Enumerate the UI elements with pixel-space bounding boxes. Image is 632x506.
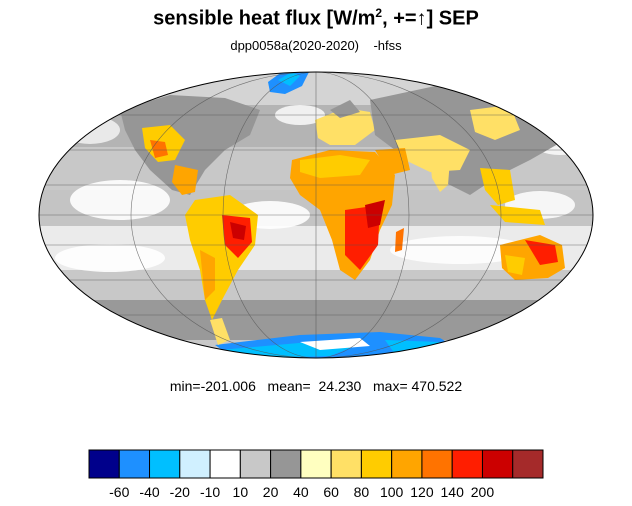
colorbar-swatch (421, 449, 453, 479)
colorbar-swatch (360, 449, 393, 479)
colorbar-swatch (118, 449, 151, 479)
madagascar (395, 228, 404, 252)
colorbar-swatch (451, 449, 483, 479)
colorbar-tick-label: 10 (232, 484, 249, 500)
map-title: sensible heat flux [W/m2, +=↑] SEP (153, 6, 479, 30)
colorbar-tick-label: 80 (353, 484, 370, 500)
colorbar-tick-label: -40 (139, 484, 160, 500)
colorbar-swatch (391, 449, 423, 479)
colorbar-tick-label: 100 (379, 484, 404, 500)
colorbar-swatch (300, 449, 332, 479)
colorbar (88, 449, 544, 479)
colorbar-swatch (149, 449, 181, 479)
colorbar-swatch (209, 449, 241, 479)
colorbar-swatch (330, 449, 362, 479)
europe (315, 108, 375, 145)
map-subtitle: dpp0058a(2020-2020) -hfss (230, 38, 402, 53)
colorbar-swatch (270, 449, 302, 479)
colorbar-tick-label: 60 (323, 484, 339, 500)
map-border (38, 71, 594, 359)
colorbar-tick-label: 20 (262, 484, 279, 500)
colorbar-tick-label: -60 (109, 484, 130, 500)
world-map (38, 71, 594, 359)
up-arrow-icon: ↑ (416, 7, 427, 30)
colorbar-tick-label: 140 (440, 484, 464, 500)
colorbar-tick-label: -20 (169, 484, 190, 500)
colorbar-swatch (88, 449, 120, 479)
antarctic-peninsula (210, 318, 230, 345)
colorbar-swatch (179, 449, 211, 479)
colorbar-tick-label: 120 (410, 484, 434, 500)
colorbar-tick-label: -10 (199, 484, 221, 500)
colorbar-tick-label: 40 (293, 484, 309, 500)
north-america (120, 95, 260, 195)
india (430, 160, 450, 192)
colorbar-swatch (512, 449, 544, 479)
colorbar-swatch (481, 449, 514, 479)
colorbar-tick-label: 200 (470, 484, 495, 500)
colorbar-swatch (239, 449, 272, 479)
map-statistics: min=-201.006 mean= 24.230 max= 470.522 (169, 378, 463, 394)
